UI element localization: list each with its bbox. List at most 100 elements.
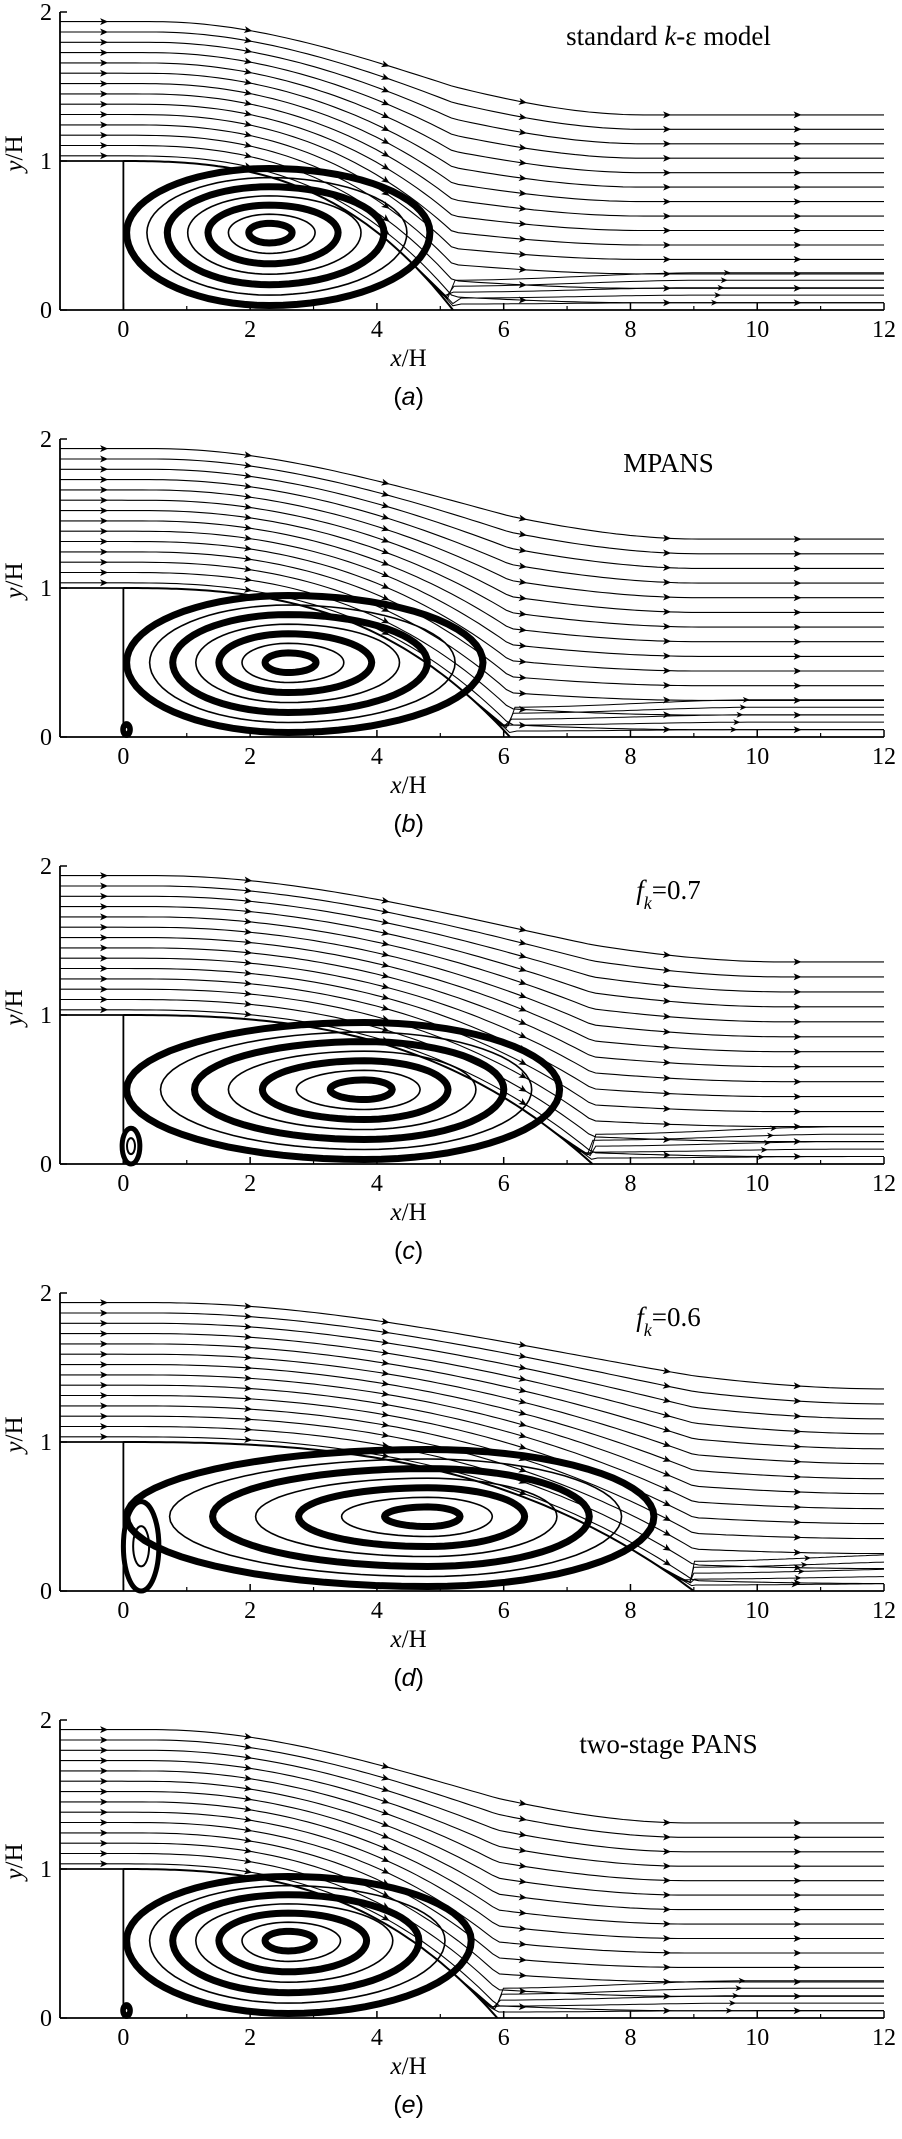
flow-arrow	[793, 1442, 802, 1450]
flow-arrow	[793, 255, 802, 263]
vortex-loop	[194, 623, 401, 704]
flow-arrow	[729, 2000, 737, 2007]
streamline	[60, 540, 884, 672]
streamline	[60, 1739, 884, 1838]
flow-arrow	[518, 1940, 527, 1948]
flow-arrow	[100, 954, 109, 962]
flow-arrow	[243, 67, 253, 75]
flow-arrow	[663, 1992, 672, 2000]
flow-arrow	[663, 608, 672, 616]
flow-arrow	[380, 950, 390, 958]
flow-arrow	[100, 975, 109, 983]
flow-arrow	[243, 979, 253, 987]
flow-arrow	[518, 1488, 527, 1496]
flow-arrow	[518, 1799, 527, 1807]
flow-arrow	[380, 1797, 390, 1804]
flow-arrow	[243, 1743, 253, 1751]
x-axis-label-var: x	[390, 1626, 402, 1653]
x-tick-label: 10	[745, 317, 769, 343]
vortex-loop	[168, 1458, 623, 1578]
wall-streamline	[458, 1978, 884, 2010]
flow-arrow	[518, 1058, 527, 1066]
streamline	[60, 1322, 885, 1420]
panel-tag-close: )	[416, 810, 424, 838]
x-tick-label: 4	[371, 2025, 383, 2051]
streamline	[60, 1780, 884, 1896]
y-axis-label-unit: /H	[1, 1416, 28, 1441]
flow-arrow	[518, 1098, 527, 1106]
streamline	[60, 1821, 884, 1954]
streamline	[60, 875, 884, 963]
flow-arrow	[663, 1833, 672, 1841]
flow-arrow	[243, 1774, 253, 1782]
secondary-vortex-core	[123, 2006, 130, 2015]
y-tick-label: 0	[40, 1152, 52, 1178]
panel-tag-letter: a	[402, 383, 416, 411]
panel-title: MPANS	[623, 448, 714, 478]
flow-arrow	[100, 1736, 109, 1744]
flow-arrow	[518, 1375, 527, 1382]
wall-streamline	[443, 674, 884, 734]
flow-arrow	[243, 989, 253, 997]
wall-streamline	[452, 682, 884, 726]
x-tick-label: 0	[117, 744, 129, 770]
flow-arrow	[380, 1773, 390, 1781]
flow-arrow	[518, 220, 527, 228]
separatrix	[123, 1441, 695, 1592]
flow-arrow	[518, 189, 527, 197]
x-axis-label: x/H	[390, 2053, 427, 2080]
vortex-loop	[227, 1050, 477, 1131]
flow-arrow	[793, 1473, 802, 1481]
streamline	[60, 448, 884, 540]
flow-arrow	[711, 299, 719, 306]
flow-arrow	[662, 1440, 672, 1448]
streamline	[60, 1811, 884, 1940]
streamline	[60, 144, 884, 289]
flow-arrow	[100, 558, 109, 566]
flow-arrow	[380, 547, 390, 555]
flow-arrow	[100, 892, 109, 900]
panel-tag: (a)	[393, 383, 424, 411]
panel-tag: (c)	[394, 1237, 423, 1265]
flow-arrow	[100, 903, 109, 911]
x-axis-label-var: x	[390, 345, 402, 372]
x-axis-label-var: x	[390, 2053, 402, 2080]
flow-arrow	[381, 1410, 390, 1418]
flow-arrow	[381, 175, 390, 183]
streamline	[60, 468, 884, 569]
x-tick-label: 2	[244, 1171, 256, 1197]
flow-arrow	[381, 929, 390, 936]
flow-arrow	[243, 565, 253, 573]
flow-arrow	[663, 1949, 672, 1957]
flow-arrow	[380, 1855, 390, 1862]
flow-arrow	[100, 923, 109, 931]
flow-arrow	[793, 1108, 802, 1116]
panel-tag-letter: c	[402, 1237, 415, 1265]
flow-arrow	[243, 897, 253, 905]
flow-arrow	[518, 1420, 527, 1428]
flow-arrow	[100, 1839, 109, 1847]
vortex-loop	[261, 649, 320, 676]
wall-streamline	[535, 1117, 884, 1155]
flow-arrow	[518, 1386, 527, 1394]
streamline	[60, 52, 884, 159]
wall-streamline	[563, 1126, 884, 1154]
panel-title-part: k	[664, 21, 677, 51]
flow-arrow	[739, 704, 747, 711]
flow-arrow	[243, 938, 253, 946]
flow-arrow	[793, 594, 802, 602]
flow-arrow	[738, 1977, 746, 1984]
flow-arrow	[243, 1753, 253, 1761]
flow-arrow	[663, 593, 672, 601]
panel-tag-close: )	[415, 1237, 423, 1265]
flow-arrow	[380, 501, 390, 509]
x-tick-label: 12	[872, 317, 896, 343]
flow-arrow	[100, 1299, 109, 1307]
flow-arrow	[793, 1877, 802, 1885]
flow-arrow	[662, 1120, 672, 1128]
streamline	[60, 885, 884, 978]
vortex-loop	[204, 201, 342, 268]
flow-arrow	[243, 1867, 253, 1875]
flow-arrow	[794, 1575, 802, 1582]
